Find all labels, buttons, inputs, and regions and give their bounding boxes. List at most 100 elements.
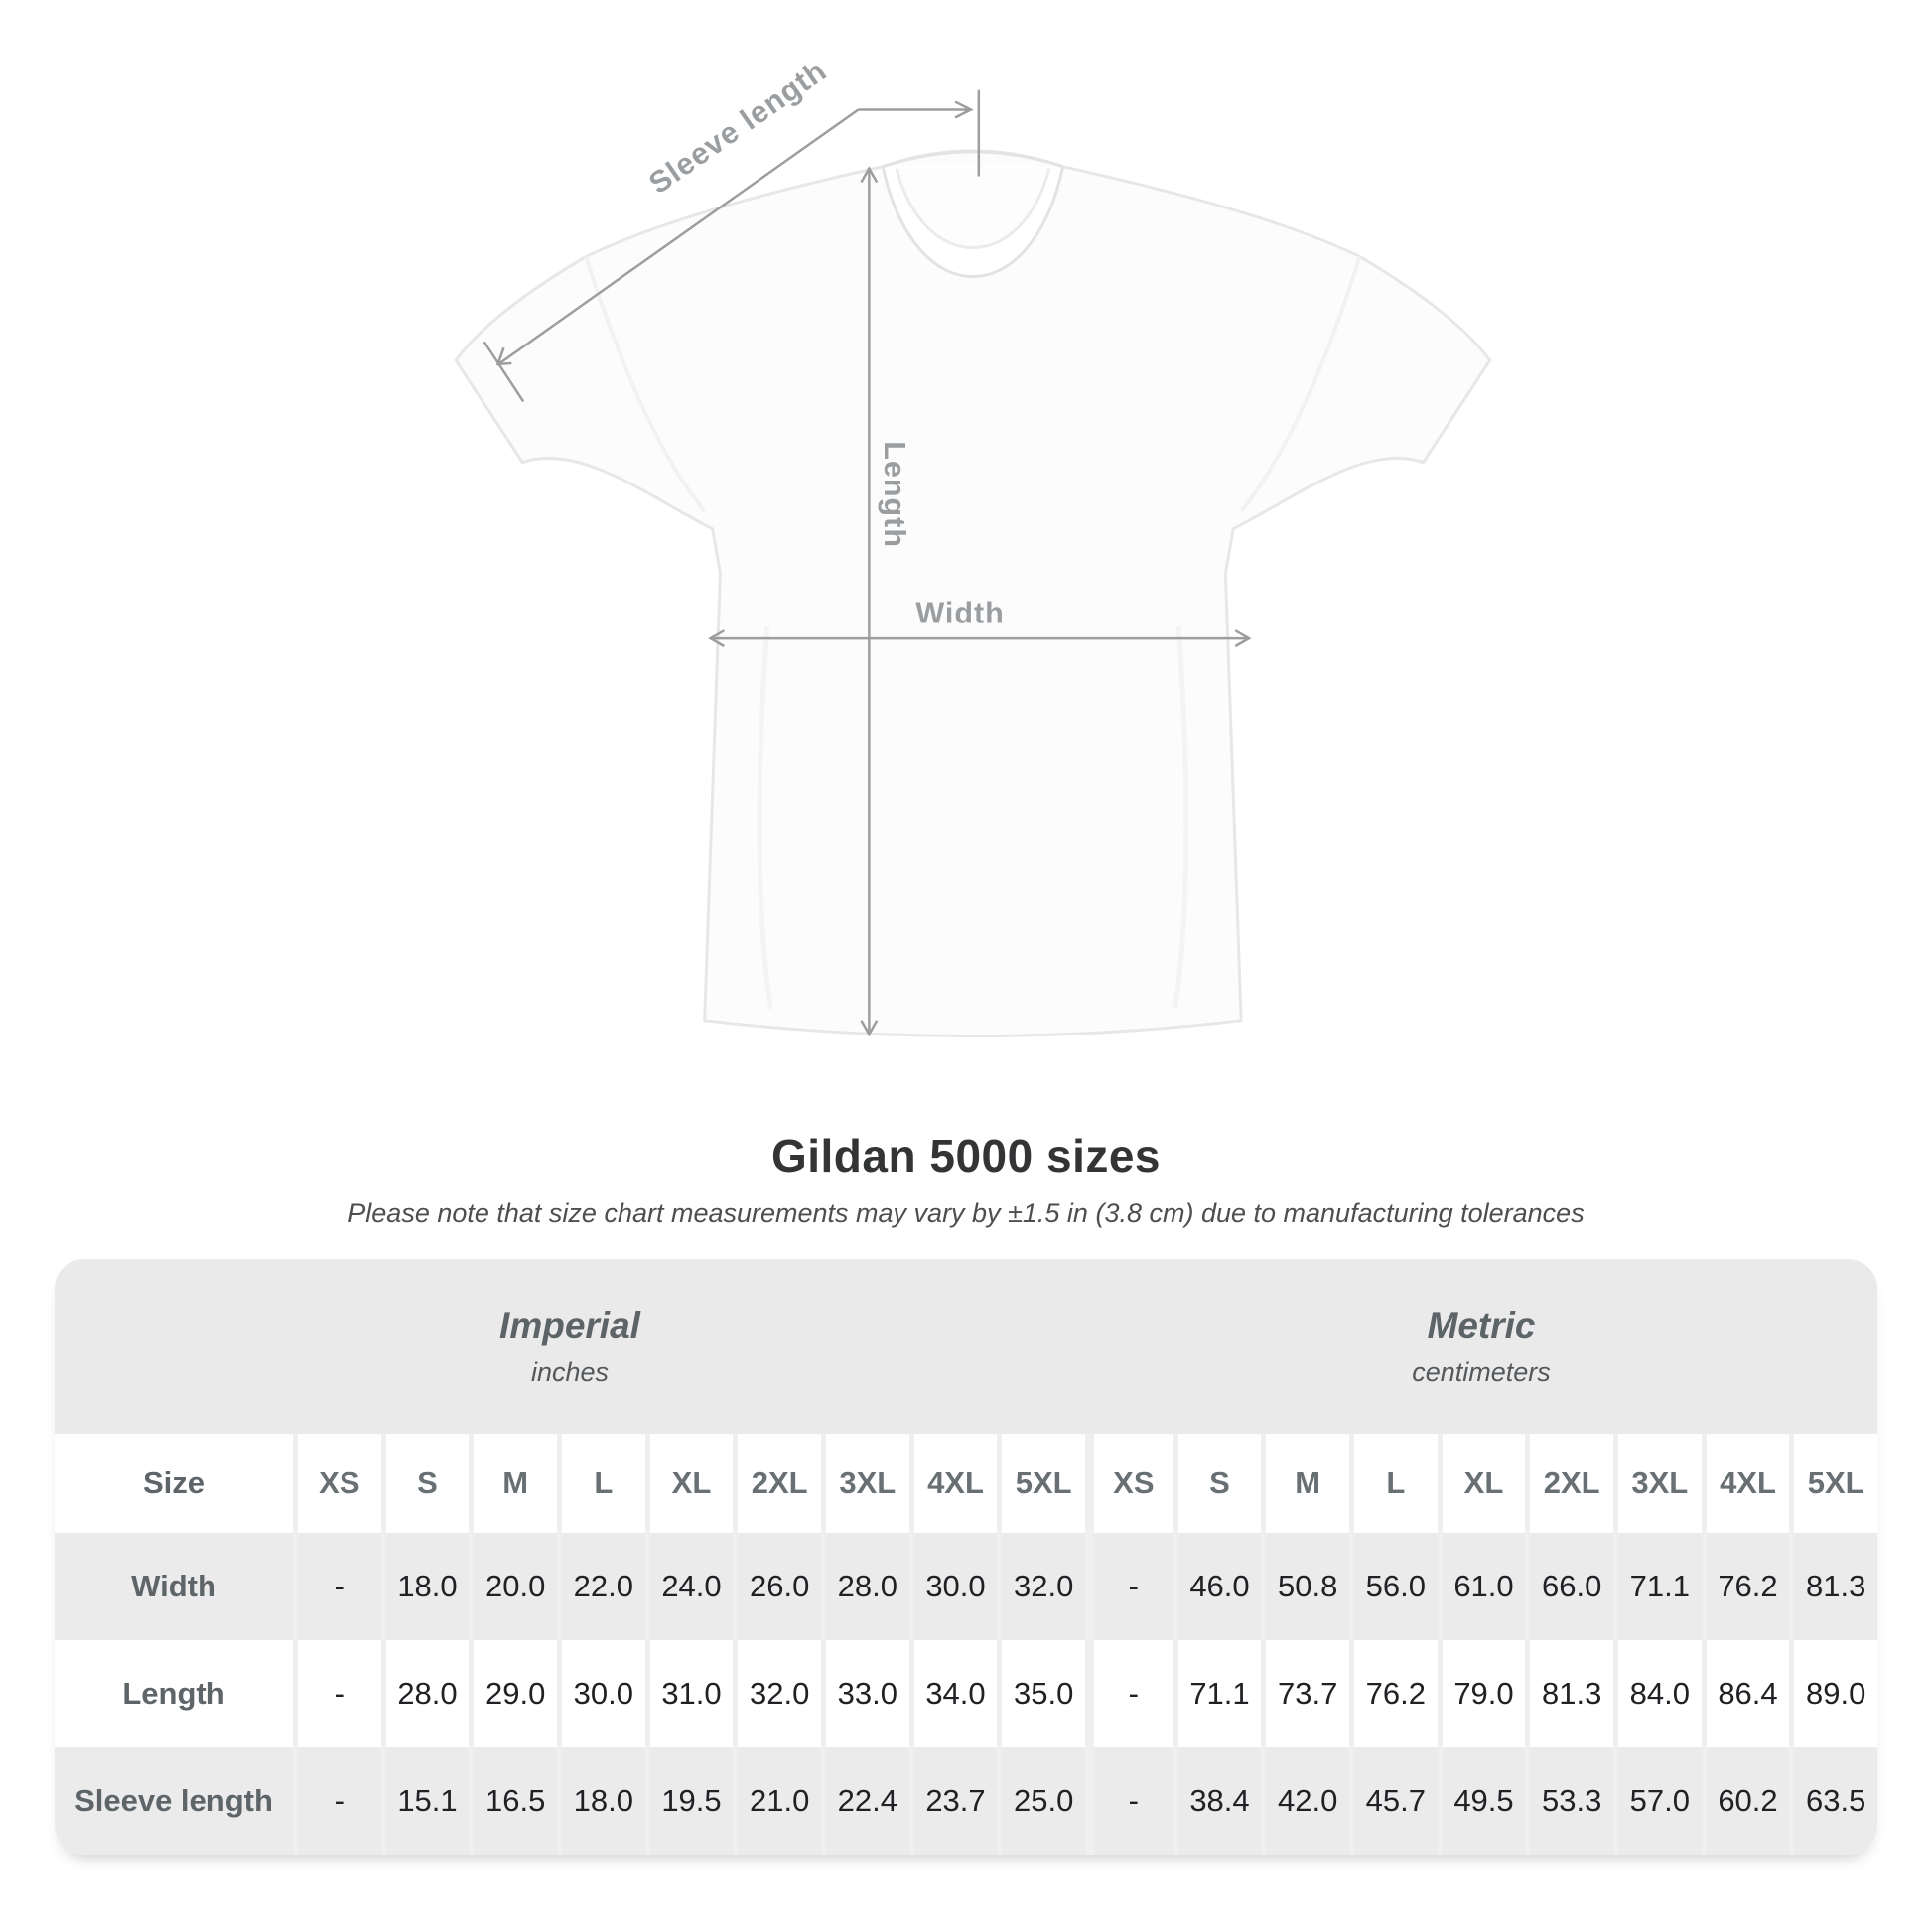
table-cell: 29.0 bbox=[469, 1640, 557, 1747]
table-cell: 73.7 bbox=[1261, 1640, 1349, 1747]
table-cell: 30.0 bbox=[556, 1640, 645, 1747]
table-cell: 89.0 bbox=[1789, 1640, 1877, 1747]
size-header: 2XL bbox=[733, 1434, 821, 1533]
length-arrow bbox=[860, 166, 879, 1037]
size-header: S bbox=[1173, 1434, 1262, 1533]
size-header: 2XL bbox=[1525, 1434, 1613, 1533]
table-cell: 53.3 bbox=[1525, 1747, 1613, 1855]
table-cell: 18.0 bbox=[380, 1533, 470, 1640]
table-cell: 63.5 bbox=[1789, 1747, 1877, 1855]
table-cell: 86.4 bbox=[1701, 1640, 1790, 1747]
sleeve-length-arrow bbox=[483, 89, 981, 403]
imperial-title: Imperial bbox=[499, 1305, 640, 1346]
size-header: XS bbox=[1084, 1434, 1173, 1533]
table-cell: 26.0 bbox=[733, 1533, 821, 1640]
width-label: Width bbox=[915, 596, 1005, 629]
table-cell: 33.0 bbox=[820, 1640, 909, 1747]
table-cell: 76.2 bbox=[1701, 1533, 1790, 1640]
length-row: Length - 28.0 29.0 30.0 31.0 32.0 33.0 3… bbox=[55, 1640, 1877, 1747]
fold-line bbox=[757, 626, 774, 1010]
table-cell: 32.0 bbox=[733, 1640, 821, 1747]
size-header: L bbox=[556, 1434, 645, 1533]
row-label: Width bbox=[131, 1569, 216, 1603]
size-header: 4XL bbox=[1701, 1434, 1790, 1533]
table-cell: - bbox=[293, 1640, 381, 1747]
size-header-row: Size XS S M L XL 2XL 3XL 4XL 5XL XS S M … bbox=[55, 1434, 1877, 1533]
table-cell: 21.0 bbox=[733, 1747, 821, 1855]
imperial-unit: inches bbox=[530, 1356, 610, 1387]
table-cell: 71.1 bbox=[1173, 1640, 1262, 1747]
table-cell: 42.0 bbox=[1261, 1747, 1349, 1855]
unit-header-row: Imperial inches Metric centimeters bbox=[55, 1259, 1877, 1434]
fold-line bbox=[1172, 626, 1189, 1010]
sleeve-length-row: Sleeve length - 15.1 16.5 18.0 19.5 21.0… bbox=[55, 1747, 1877, 1855]
table-cell: 34.0 bbox=[908, 1640, 998, 1747]
right-armhole-seam bbox=[1239, 255, 1362, 513]
size-header: 5XL bbox=[997, 1434, 1085, 1533]
width-row: Width - 18.0 20.0 22.0 24.0 26.0 28.0 30… bbox=[55, 1533, 1877, 1640]
table-cell: 20.0 bbox=[469, 1533, 557, 1640]
tolerance-note: Please note that size chart measurements… bbox=[347, 1198, 1585, 1228]
table-cell: - bbox=[293, 1533, 381, 1640]
table-cell: 35.0 bbox=[997, 1640, 1085, 1747]
row-label: Sleeve length bbox=[74, 1783, 273, 1818]
size-header: 3XL bbox=[1612, 1434, 1702, 1533]
size-header: XS bbox=[293, 1434, 381, 1533]
length-label: Length bbox=[878, 441, 911, 548]
table-cell: 79.0 bbox=[1437, 1640, 1526, 1747]
size-header: 5XL bbox=[1789, 1434, 1877, 1533]
size-corner-label: Size bbox=[142, 1465, 206, 1500]
size-table: Imperial inches Metric centimeters Size … bbox=[55, 1259, 1877, 1855]
table-cell: 45.7 bbox=[1348, 1747, 1438, 1855]
table-cell: 22.0 bbox=[556, 1533, 645, 1640]
table-cell: 19.5 bbox=[644, 1747, 734, 1855]
table-cell: 46.0 bbox=[1173, 1533, 1262, 1640]
table-cell: 56.0 bbox=[1348, 1533, 1438, 1640]
left-armhole-seam bbox=[584, 255, 707, 513]
page-title: Gildan 5000 sizes bbox=[770, 1130, 1162, 1181]
table-cell: 30.0 bbox=[908, 1533, 998, 1640]
imperial-section-header: Imperial inches bbox=[55, 1259, 1085, 1434]
table-cell: 23.7 bbox=[908, 1747, 998, 1855]
size-header: 4XL bbox=[908, 1434, 998, 1533]
table-cell: - bbox=[1084, 1747, 1173, 1855]
table-cell: 31.0 bbox=[644, 1640, 734, 1747]
table-cell: 66.0 bbox=[1525, 1533, 1613, 1640]
size-header: M bbox=[1261, 1434, 1349, 1533]
size-header: L bbox=[1348, 1434, 1438, 1533]
table-cell: 61.0 bbox=[1437, 1533, 1526, 1640]
table-cell: 81.3 bbox=[1789, 1533, 1877, 1640]
table-cell: 50.8 bbox=[1261, 1533, 1349, 1640]
table-cell: 25.0 bbox=[997, 1747, 1085, 1855]
collar-inner bbox=[895, 168, 1051, 250]
size-header: M bbox=[469, 1434, 557, 1533]
table-cell: 28.0 bbox=[820, 1533, 909, 1640]
metric-section-header: Metric centimeters bbox=[1085, 1259, 1877, 1434]
sleeve-length-label: Sleeve length bbox=[643, 54, 833, 201]
table-cell: - bbox=[293, 1747, 381, 1855]
tshirt-svg: Sleeve length Length Width bbox=[454, 54, 1492, 1038]
table-cell: 81.3 bbox=[1525, 1640, 1613, 1747]
table-cell: 28.0 bbox=[380, 1640, 470, 1747]
table-cell: 57.0 bbox=[1612, 1747, 1702, 1855]
tshirt-illustration bbox=[454, 149, 1492, 1038]
table-cell: 60.2 bbox=[1701, 1747, 1790, 1855]
sleeve-end-tick bbox=[483, 341, 525, 403]
table-cell: 38.4 bbox=[1173, 1747, 1262, 1855]
metric-title: Metric bbox=[1427, 1305, 1536, 1346]
table-cell: - bbox=[1084, 1533, 1173, 1640]
table-cell: 18.0 bbox=[556, 1747, 645, 1855]
size-header: 3XL bbox=[820, 1434, 909, 1533]
size-header: XL bbox=[644, 1434, 734, 1533]
table-cell: 24.0 bbox=[644, 1533, 734, 1640]
metric-unit: centimeters bbox=[1412, 1356, 1551, 1387]
table-cell: 71.1 bbox=[1612, 1533, 1702, 1640]
size-header: S bbox=[380, 1434, 470, 1533]
size-header: XL bbox=[1437, 1434, 1526, 1533]
table-cell: 84.0 bbox=[1612, 1640, 1702, 1747]
table-cell: 16.5 bbox=[469, 1747, 557, 1855]
tshirt-diagram: Sleeve length Length Width bbox=[454, 54, 1492, 1038]
row-label: Length bbox=[122, 1676, 225, 1711]
width-arrow bbox=[708, 629, 1252, 648]
